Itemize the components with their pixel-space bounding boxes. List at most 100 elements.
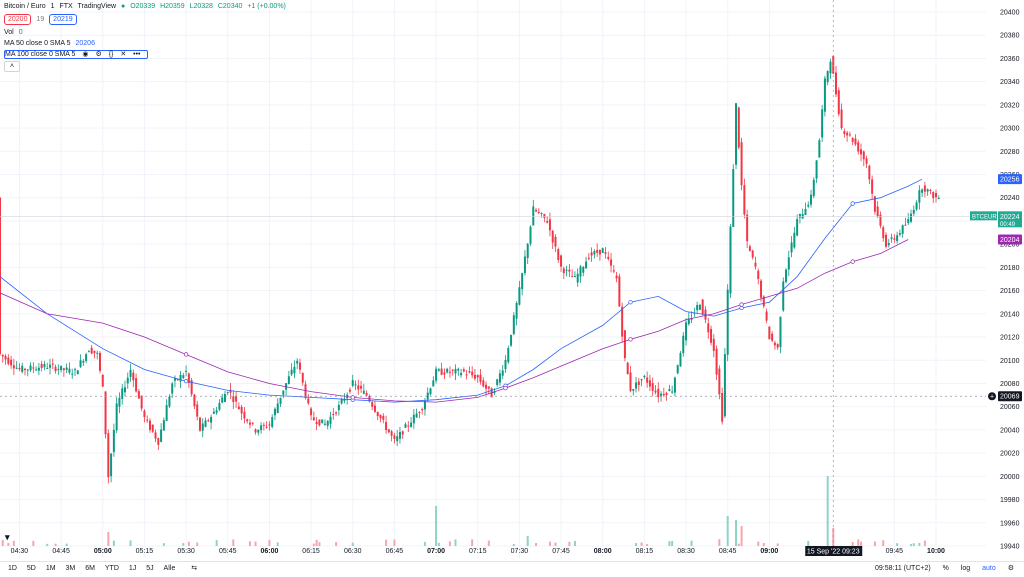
range-3m-button[interactable]: 3M xyxy=(65,565,76,572)
sell-button[interactable]: 20200 xyxy=(4,14,32,25)
crosshair-time-label: 15 Sep '22 09:23 xyxy=(807,549,860,556)
volume-bar xyxy=(910,543,913,546)
candle-body xyxy=(848,134,851,136)
candle-body xyxy=(326,420,329,426)
range-5d-button[interactable]: 5D xyxy=(26,565,36,572)
plus-icon xyxy=(988,392,996,401)
x-tick-label: 05:15 xyxy=(136,548,154,555)
candle-body xyxy=(862,151,865,160)
volume-bar xyxy=(860,541,863,546)
volume-bar xyxy=(635,543,638,546)
percent-toggle[interactable]: % xyxy=(942,565,949,572)
candle-body xyxy=(151,424,154,432)
candle-body xyxy=(735,103,738,165)
y-tick-label: 20240 xyxy=(1000,195,1020,202)
buy-button[interactable]: 20219 xyxy=(49,14,77,25)
x-tick-label: 07:15 xyxy=(469,548,487,555)
candle-body xyxy=(26,369,29,371)
volume-legend[interactable]: Vol 0 xyxy=(4,28,26,38)
last-price-box xyxy=(998,211,1022,228)
symbol-name[interactable]: Bitcoin / Euro xyxy=(4,3,46,10)
candle-body xyxy=(690,318,693,320)
range-1j-button[interactable]: 1J xyxy=(128,565,137,572)
close-icon[interactable]: ✕ xyxy=(120,51,127,58)
candle-body xyxy=(273,408,276,416)
candle-body xyxy=(529,226,532,244)
volume-bar xyxy=(54,543,57,546)
candle-body xyxy=(35,369,38,371)
x-tick-label: 05:30 xyxy=(177,548,195,555)
ma50-legend[interactable]: MA 50 close 0 SMA 5 20206 xyxy=(4,39,98,49)
eye-icon[interactable]: ◉ xyxy=(82,51,89,58)
candle-body xyxy=(618,276,621,307)
ma100-line xyxy=(0,239,909,403)
volume-bar xyxy=(807,541,810,546)
range-1m-button[interactable]: 1M xyxy=(45,565,56,572)
candle-body xyxy=(671,391,674,393)
range-5j-button[interactable]: 5J xyxy=(146,565,154,572)
range-ytd-button[interactable]: YTD xyxy=(104,565,119,572)
candle-body xyxy=(715,348,718,375)
candle-body xyxy=(648,380,651,387)
candle-body xyxy=(204,420,207,427)
auto-toggle[interactable]: auto xyxy=(982,565,996,572)
gear-icon[interactable]: ⚙ xyxy=(1007,565,1014,572)
candle-body xyxy=(832,55,835,74)
log-toggle[interactable]: log xyxy=(960,565,971,572)
clock-readout[interactable]: 09:58:11 (UTC+2) xyxy=(875,565,931,572)
candle-body xyxy=(882,227,885,239)
ma100-legend[interactable]: MA 100 close 0 SMA 5 ◉ ⚙ {} ✕ ••• xyxy=(4,50,151,60)
candle-body xyxy=(840,109,843,129)
ma50-value: 20206 xyxy=(75,40,95,47)
settings-icon[interactable]: ⚙ xyxy=(95,51,102,58)
volume-bar xyxy=(215,540,218,546)
candle-body xyxy=(457,368,460,371)
candle-body xyxy=(590,252,593,256)
x-tick-label: 04:30 xyxy=(11,548,29,555)
more-icon[interactable]: ••• xyxy=(133,51,141,58)
x-tick-label: 08:15 xyxy=(636,548,654,555)
chevron-up-icon[interactable]: ˄ xyxy=(4,61,20,72)
volume-bar xyxy=(487,540,490,546)
candle-body xyxy=(376,412,379,417)
calendar-range-icon[interactable]: ⇆ xyxy=(191,565,198,572)
candle-body xyxy=(4,355,7,360)
candle-body xyxy=(360,385,363,389)
volume-bar xyxy=(182,543,185,546)
candle-body xyxy=(793,232,796,248)
candle-body xyxy=(679,353,682,367)
candle-body xyxy=(365,392,368,396)
code-icon[interactable]: {} xyxy=(108,51,114,58)
candle-body xyxy=(826,71,829,83)
candle-body xyxy=(157,438,160,445)
candle-body xyxy=(771,333,774,341)
ma-marker xyxy=(739,305,744,311)
candle-body xyxy=(32,367,35,369)
candle-body xyxy=(123,387,126,393)
candle-body xyxy=(293,366,296,374)
range-alle-button[interactable]: Alle xyxy=(163,565,176,572)
volume-bar xyxy=(512,543,515,546)
candle-body xyxy=(698,304,701,310)
range-1d-button[interactable]: 1D xyxy=(8,565,17,572)
price-label: 20256 xyxy=(1000,177,1020,184)
candlestick-chart[interactable]: 2040020380203602034020320203002028020260… xyxy=(0,0,1024,561)
candle-body xyxy=(937,198,940,200)
x-tick-label: 10:00 xyxy=(927,548,945,555)
range-6m-button[interactable]: 6M xyxy=(85,565,95,572)
candle-body xyxy=(423,401,426,410)
candle-body xyxy=(748,246,751,251)
candle-body xyxy=(835,72,838,95)
candle-body xyxy=(565,269,568,271)
spread-value: 19 xyxy=(36,16,45,23)
candle-body xyxy=(323,423,326,425)
candle-body xyxy=(932,192,935,199)
volume-bar xyxy=(385,539,388,546)
volume-bar xyxy=(568,541,571,546)
candle-body xyxy=(218,403,221,410)
candle-body xyxy=(315,422,318,425)
x-tick-label: 09:00 xyxy=(760,548,778,555)
candle-body xyxy=(396,436,399,441)
candle-body xyxy=(1,354,4,357)
candle-body xyxy=(896,235,899,242)
